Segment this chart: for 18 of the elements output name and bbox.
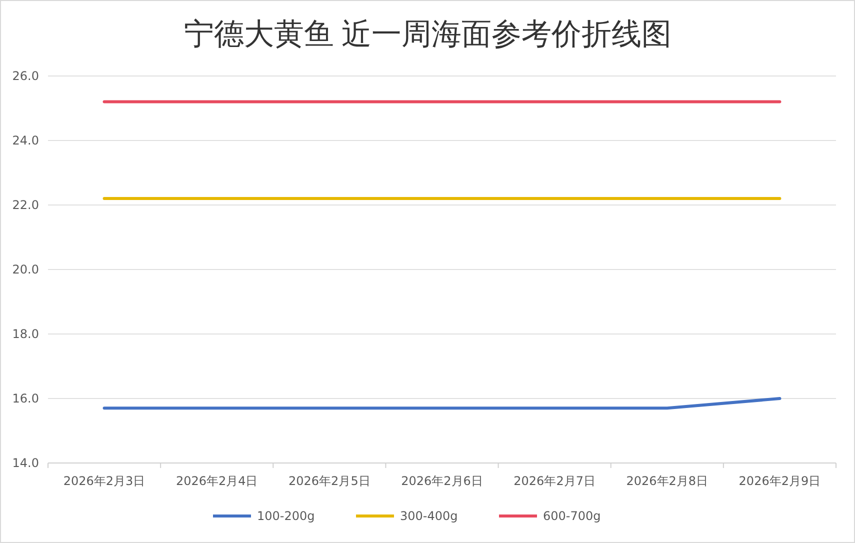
y-tick-label: 24.0 [12,134,39,148]
y-tick-label: 26.0 [12,69,39,84]
x-tick-label: 2026年2月5日 [288,474,370,488]
x-tick-label: 2026年2月3日 [63,474,146,488]
y-tick-label: 16.0 [12,392,39,406]
y-tick-label: 22.0 [12,198,39,212]
x-tick-label: 2026年2月6日 [401,474,483,488]
y-tick-label: 18.0 [12,327,39,342]
legend-label: 600-700g [543,509,601,524]
x-tick-label: 2026年2月8日 [626,474,708,488]
x-tick-label: 2026年2月4日 [176,474,258,488]
legend-label: 300-400g [400,509,458,524]
y-tick-label: 20.0 [12,262,39,277]
x-tick-label: 2026年2月7日 [514,474,596,488]
chart-title: 宁德大黄鱼 近一周海面参考价折线图 [184,18,672,51]
y-tick-label: 14.0 [12,456,39,470]
x-tick-label: 2026年2月9日 [738,474,821,488]
legend-label: 100-200g [257,509,315,524]
